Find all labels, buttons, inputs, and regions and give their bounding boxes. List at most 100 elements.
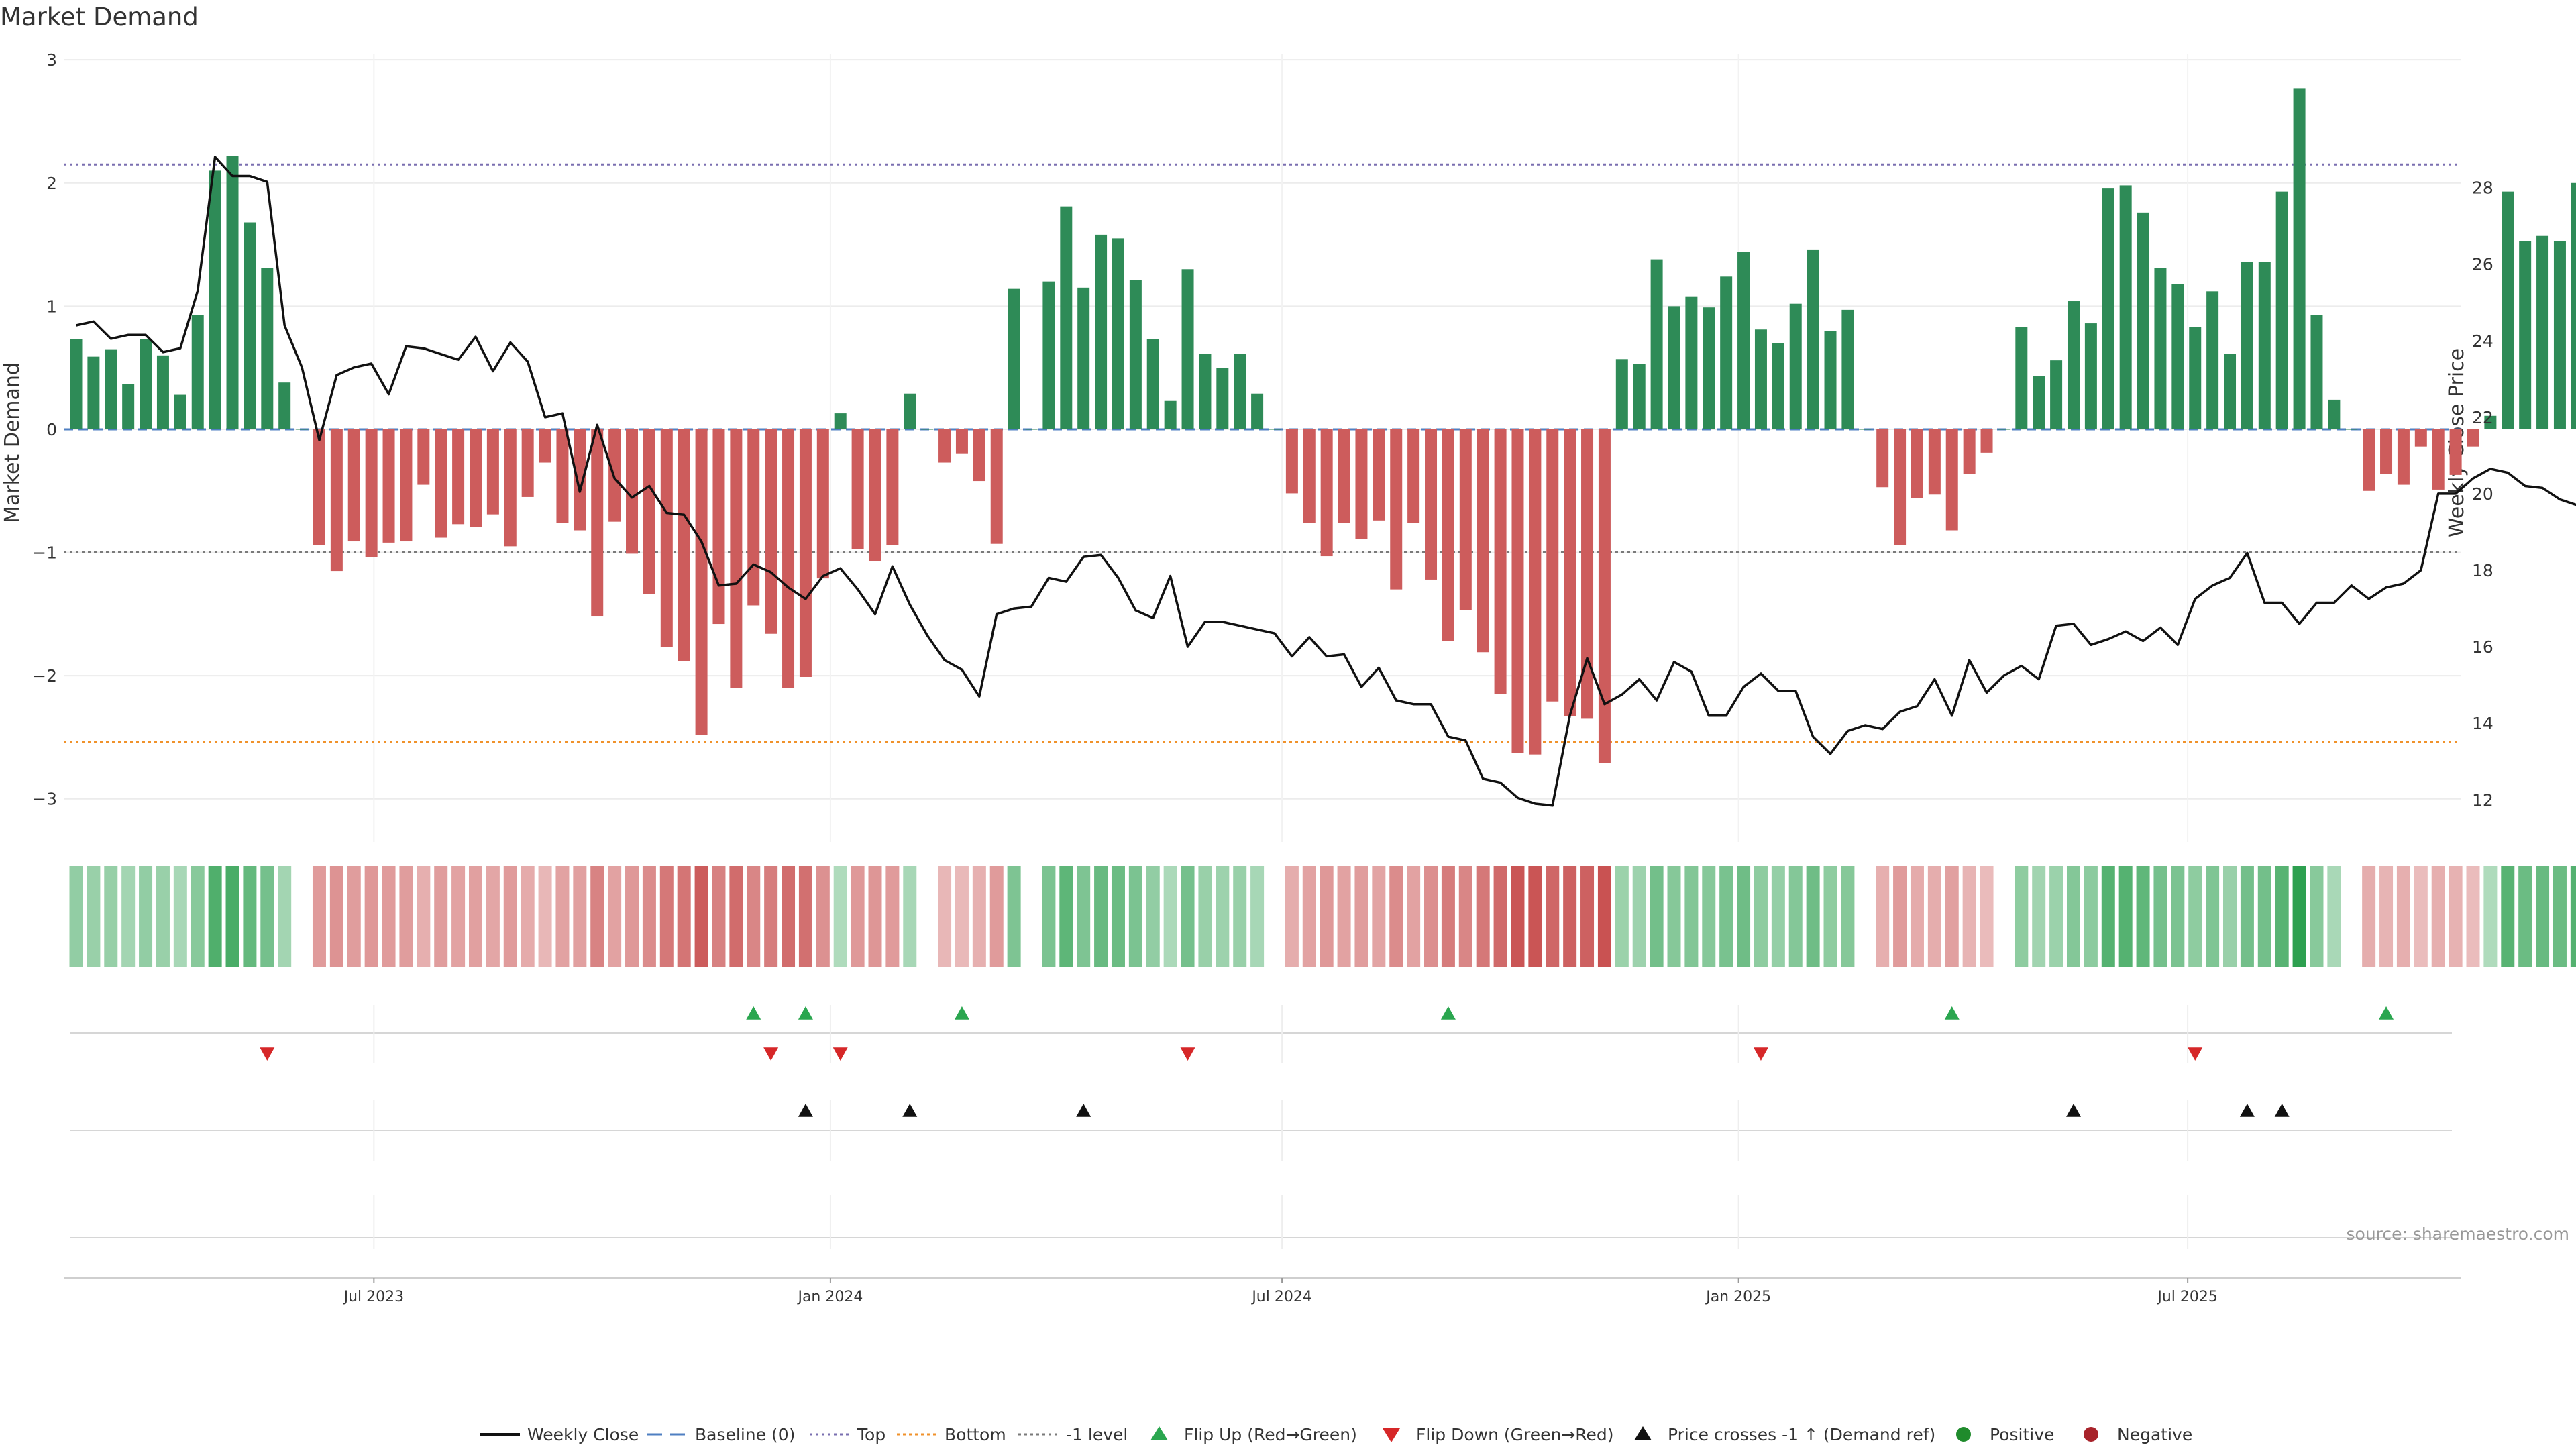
demand-bar xyxy=(695,429,708,735)
heat-cell xyxy=(2396,866,2410,967)
heat-cell xyxy=(868,866,882,967)
heat-cell xyxy=(1163,866,1177,967)
demand-bar xyxy=(1598,429,1611,763)
heat-cell xyxy=(329,866,343,967)
heat-cell xyxy=(364,866,378,967)
heat-cell xyxy=(1684,866,1699,967)
demand-bar xyxy=(712,429,725,625)
date-tick-label: Jul 2023 xyxy=(343,1289,405,1305)
demand-bar xyxy=(1320,429,1333,557)
heat-cell xyxy=(2570,866,2576,967)
heat-cell xyxy=(2310,866,2324,967)
heat-cell xyxy=(1476,866,1490,967)
heat-cell xyxy=(659,866,674,967)
price-cross-marker xyxy=(902,1104,918,1117)
heat-cell xyxy=(208,866,222,967)
legend-item: Price crosses -1 ↑ (Demand ref) xyxy=(1634,1425,1935,1444)
demand-bar xyxy=(955,429,968,454)
flip-up-marker xyxy=(954,1006,969,1020)
right-tick-label: 12 xyxy=(2472,790,2493,810)
heat-cell xyxy=(712,866,726,967)
heat-cell xyxy=(903,866,917,967)
heat-cell xyxy=(2379,866,2394,967)
demand-bar xyxy=(1216,368,1229,429)
heat-cell xyxy=(1337,866,1351,967)
heat-cell xyxy=(2049,866,2063,967)
demand-bar xyxy=(2380,429,2393,474)
heat-cell xyxy=(2501,866,2515,967)
heat-cell xyxy=(885,866,900,967)
heat-cell xyxy=(1650,866,1664,967)
demand-bar xyxy=(1963,429,1976,474)
grid-lines xyxy=(64,54,2461,842)
heat-cell xyxy=(278,866,292,967)
heat-cell xyxy=(1597,866,1611,967)
demand-bar xyxy=(191,315,204,429)
demand-bar xyxy=(2432,429,2445,490)
heat-cell xyxy=(764,866,778,967)
right-tick-label: 24 xyxy=(2472,331,2493,351)
demand-bar xyxy=(1894,429,1907,545)
demand-bar xyxy=(1720,276,1733,429)
demand-bar xyxy=(400,429,413,542)
heat-cell xyxy=(1181,866,1195,967)
heat-cell xyxy=(1198,866,1212,967)
legend-label: Flip Up (Red→Green) xyxy=(1184,1425,1357,1444)
legend-item: Baseline (0) xyxy=(647,1425,795,1444)
demand-bar xyxy=(1980,429,1993,453)
legend-item: Positive xyxy=(1956,1425,2054,1444)
demand-bar xyxy=(2467,429,2479,447)
date-tick-label: Jul 2025 xyxy=(2156,1289,2218,1305)
demand-bar xyxy=(1025,429,1038,430)
heat-cell xyxy=(1615,866,1629,967)
heat-cell xyxy=(972,866,986,967)
heat-cell xyxy=(2362,866,2376,967)
heat-cell xyxy=(243,866,257,967)
demand-bar xyxy=(886,429,899,545)
demand-bar xyxy=(1789,303,1802,429)
heat-cell xyxy=(1007,866,1021,967)
demand-bar xyxy=(382,429,395,543)
heat-cell xyxy=(1667,866,1681,967)
demand-bar xyxy=(1425,429,1438,580)
heat-cell xyxy=(1927,866,1941,967)
heat-cell xyxy=(1841,866,1855,967)
heat-cell xyxy=(260,866,274,967)
heat-cell xyxy=(521,866,535,967)
demand-bar xyxy=(660,429,673,647)
heat-cell xyxy=(1458,866,1472,967)
demand-bar xyxy=(2397,429,2410,485)
heat-cell xyxy=(2223,866,2237,967)
heat-cell xyxy=(2466,866,2480,967)
demand-bar xyxy=(2293,88,2306,429)
heat-cell xyxy=(1441,866,1455,967)
heat-cell xyxy=(312,866,326,967)
left-axis-title: Market Demand xyxy=(1,362,24,523)
heat-cell xyxy=(2206,866,2220,967)
heat-cell xyxy=(1754,866,1768,967)
heat-cell xyxy=(1771,866,1785,967)
demand-bar xyxy=(1407,429,1420,523)
legend-item: Top xyxy=(810,1425,885,1444)
demand-bar xyxy=(990,429,1003,544)
heat-cell xyxy=(1407,866,1421,967)
demand-bar xyxy=(435,429,447,538)
heat-cell xyxy=(2118,866,2133,967)
date-tick-label: Jan 2025 xyxy=(1705,1289,1771,1305)
demand-bar xyxy=(1164,400,1177,429)
heat-cell xyxy=(87,866,101,967)
demand-bar xyxy=(1945,429,1958,531)
heat-cell xyxy=(2257,866,2271,967)
demand-bar xyxy=(2502,191,2514,429)
heat-cell xyxy=(1737,866,1751,967)
demand-bar xyxy=(2154,268,2167,429)
demand-bar xyxy=(2258,262,2271,429)
price-cross-marker xyxy=(2239,1104,2255,1117)
heat-cell xyxy=(173,866,187,967)
flip-up-marker xyxy=(2379,1006,2394,1020)
heat-cell xyxy=(1980,866,1994,967)
demand-bar xyxy=(1095,234,1108,429)
demand-bar xyxy=(869,429,881,561)
demand-bar xyxy=(921,429,934,430)
heat-cell xyxy=(2240,866,2254,967)
